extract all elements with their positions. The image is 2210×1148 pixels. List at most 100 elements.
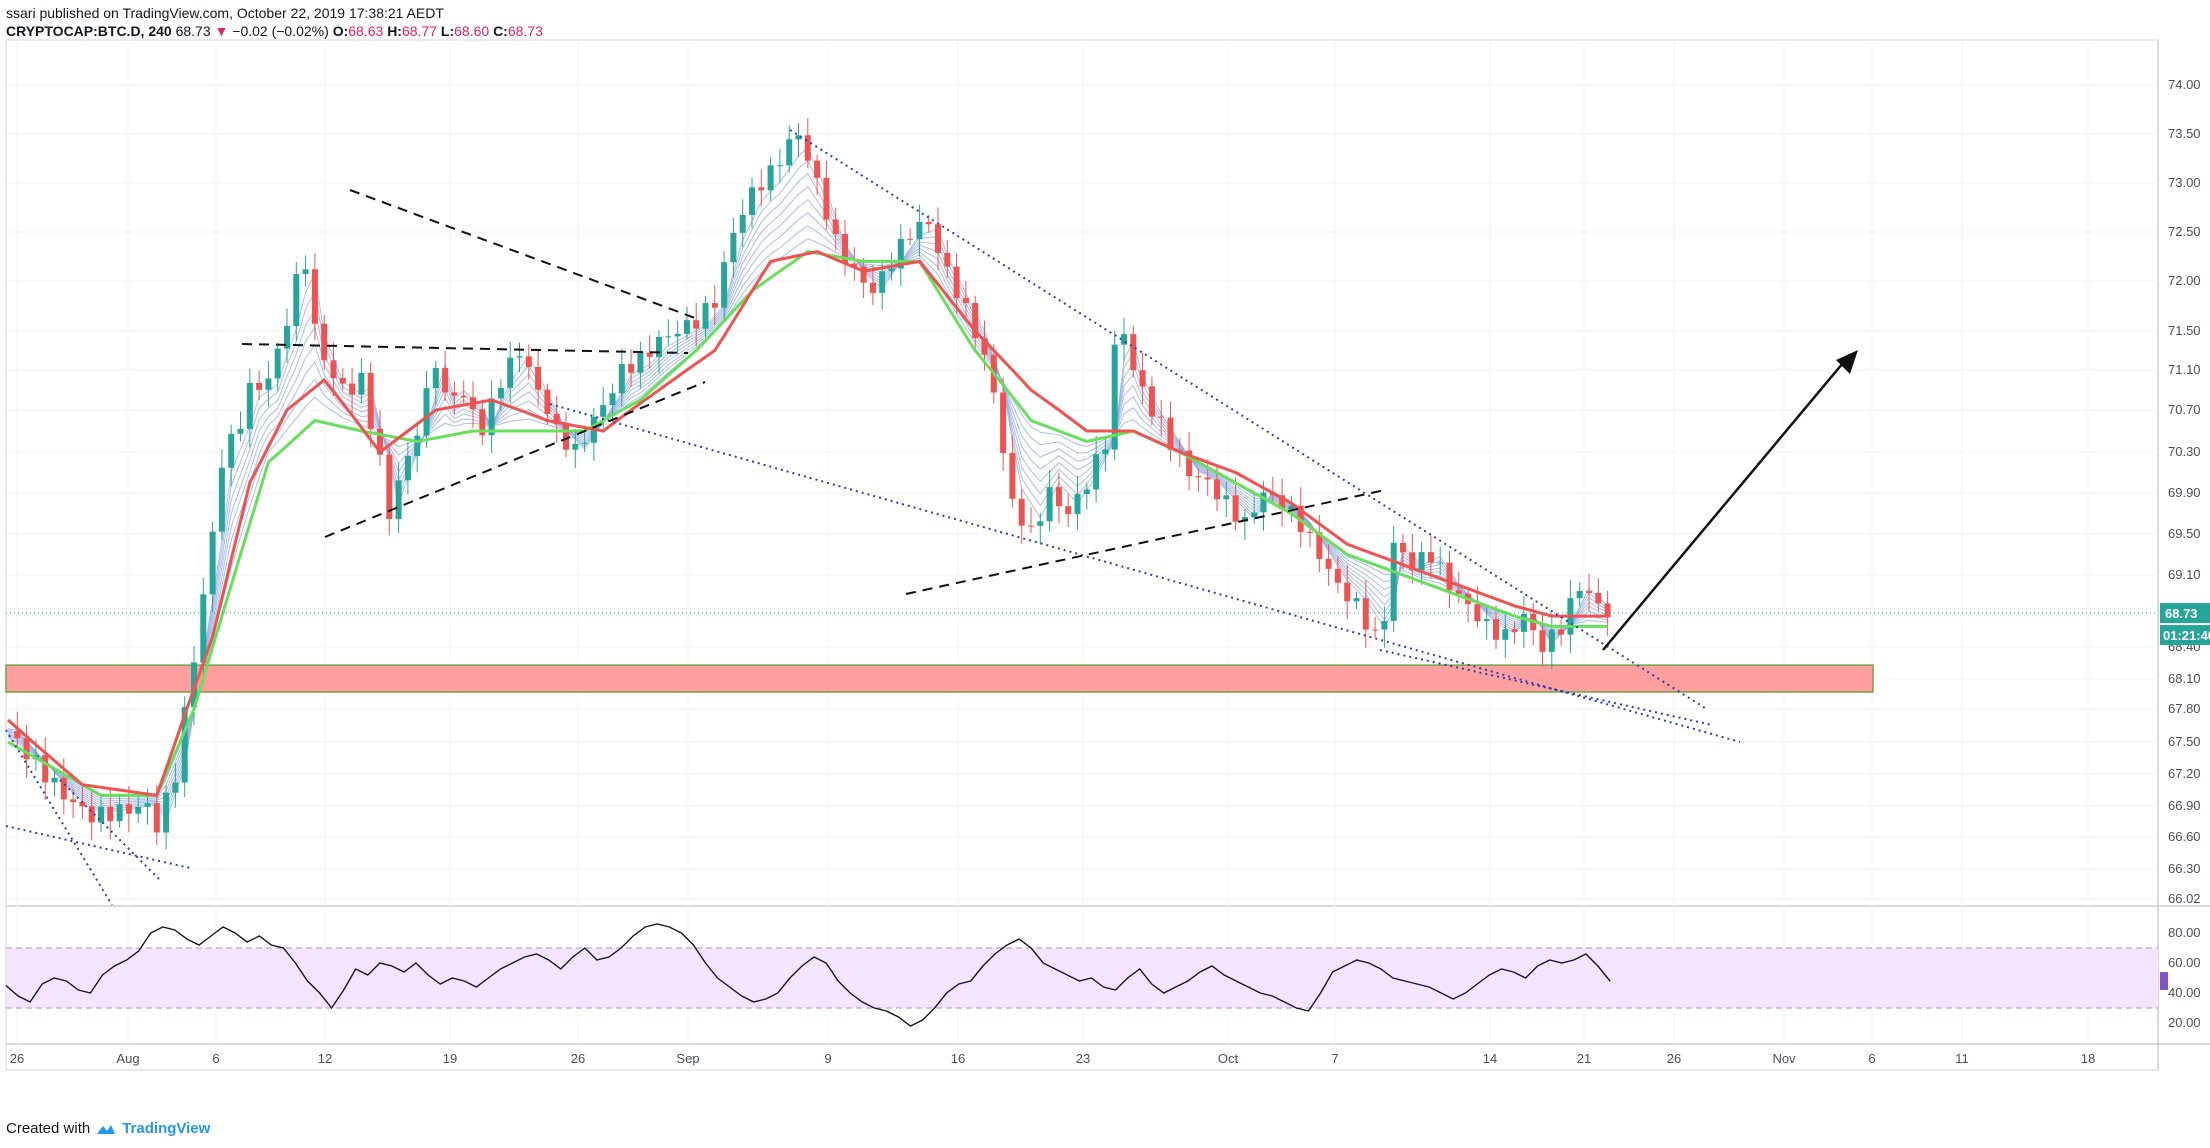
candle-body [553,413,560,425]
candle-body [842,233,848,264]
candle-body [1130,334,1137,371]
candle-body [1046,487,1053,522]
candle-body [51,777,58,783]
candle-body [116,804,123,822]
candle-body [349,383,356,395]
candle-body [1037,521,1044,526]
candle-body [1344,582,1351,602]
candle-body [962,297,969,304]
candle-body [749,187,755,215]
low-value: 68.60 [454,23,490,39]
change-value: −0.02 (−0.02%) [232,23,329,39]
time-axis-tick-label: 26 [10,1051,24,1066]
close-value: 68.73 [507,23,543,39]
candle-body [284,326,290,349]
dashed-resistance-trendline[interactable] [349,189,696,319]
channel-upper-trendline[interactable] [789,129,1706,709]
support-zone [5,664,1874,693]
candle-body [776,165,783,167]
time-axis-tick-label: 26 [571,1051,585,1066]
candle-body [1074,494,1081,515]
candle-body [42,755,49,783]
candle-body [1288,505,1295,510]
candle-body [1400,542,1406,553]
high-label: H: [387,23,402,39]
candle-body [1083,489,1090,495]
candle-body [1018,498,1025,526]
candle-body [451,392,458,396]
projection-arrow-line[interactable] [1602,356,1849,651]
candle-body [125,804,132,814]
candle-body [525,356,532,367]
candle-body [563,424,569,450]
candle-body [572,443,579,450]
chart-header: ssari published on TradingView.com, Octo… [6,4,543,40]
wedge-lower-trendline[interactable] [1379,649,1713,726]
candle-body [432,368,439,389]
brand-link[interactable]: TradingView [122,1120,211,1137]
candle-body [395,480,402,520]
dashed-rising-support[interactable] [324,381,706,538]
price-axis-tick-label: 70.70 [2168,402,2201,417]
candle-body [897,238,904,269]
candle-body [832,219,839,234]
candle-body [107,806,114,822]
candle-body [1251,512,1258,518]
time-axis-tick-label: 18 [2081,1051,2095,1066]
candle-body [1260,492,1267,513]
candle-body [1418,552,1425,571]
candle-body [256,382,263,390]
candle-body [507,357,514,388]
price-axis-tick-label: 71.50 [2168,323,2201,338]
candle-body [795,135,802,140]
dashed-neckline[interactable] [241,343,689,354]
candle-body [600,405,607,417]
price-axis-tick-label: 71.10 [2168,362,2201,377]
channel-lower-trendline[interactable] [549,403,1741,743]
time-axis-tick-label: 16 [951,1051,965,1066]
dashed-rising-support-2[interactable] [905,489,1386,595]
early-trendline[interactable] [5,729,113,906]
ema-ribbon-line [7,185,1608,807]
candle-body [293,273,300,327]
ema-fast-line [7,250,1608,797]
candle-body [135,806,142,814]
candle-body [1502,629,1509,640]
symbol-label: CRYPTOCAP:BTC.D, 240 [6,23,172,39]
price-axis-tick-label: 74.00 [2168,77,2201,92]
candle-body [1307,531,1313,533]
candle-body [1316,532,1323,559]
time-axis-tick-label: 14 [1483,1051,1497,1066]
candle-body [739,214,746,233]
candle-body [200,594,207,663]
candle-body [330,360,337,379]
last-price-tag [2160,603,2210,624]
candle-body [944,252,951,267]
candle-body [1121,334,1127,345]
candle-body [656,336,662,357]
price-axis-tick-label: 73.50 [2168,126,2201,141]
candle-body [237,428,244,434]
candle-body [172,782,179,793]
candle-body [767,165,774,191]
price-axis-tick-label: 70.30 [2168,444,2201,459]
candle-body [721,262,728,308]
low-label: L: [440,23,455,39]
early-support-trendline[interactable] [5,825,191,869]
candle-body [618,364,625,394]
candle-body [544,389,551,414]
candle-body [1204,477,1211,480]
candle-body [88,806,95,823]
candle-body [674,333,681,337]
candle-body [181,707,188,783]
time-axis-tick-label: 11 [1955,1051,1969,1066]
price-axis-tick-label: 72.00 [2168,273,2201,288]
candle-body [414,435,421,456]
candle-body [1576,591,1583,599]
candle-body [693,320,700,329]
candle-body [1455,590,1462,594]
price-axis-tick-label: 69.50 [2168,526,2201,541]
candle-body [1483,619,1490,622]
candle-body [1028,525,1034,527]
